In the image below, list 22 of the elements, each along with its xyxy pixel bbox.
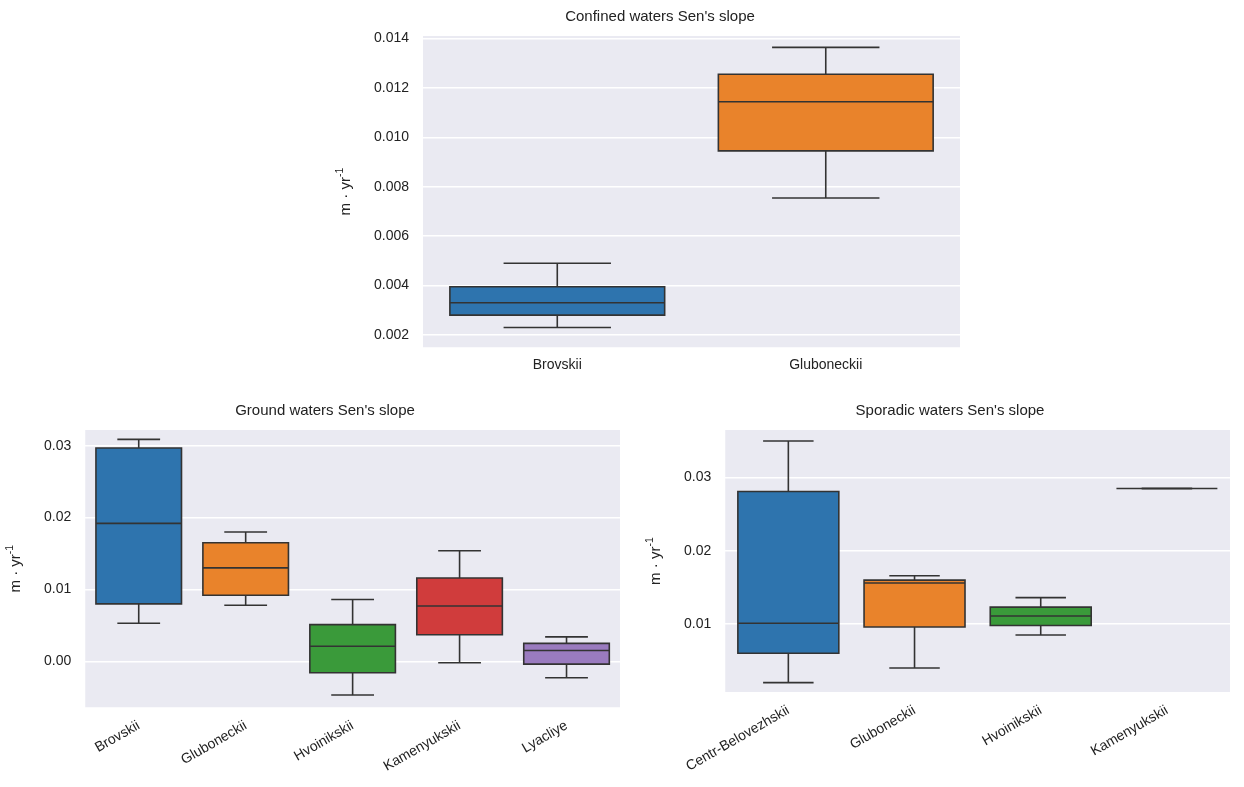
y-tick-label: 0.03	[44, 436, 72, 453]
y-tick-label: 0.002	[373, 325, 410, 342]
y-axis-title: m · yr-1	[332, 167, 354, 216]
y-tick-label: 0.010	[373, 128, 410, 145]
y-tick-label: 0.03	[684, 468, 712, 485]
y-axis-title: m · yr-1	[2, 544, 24, 593]
chart-title: Sporadic waters Sen's slope	[855, 401, 1045, 419]
chart-title: Confined waters Sen's slope	[565, 7, 755, 25]
y-tick-label: 0.014	[373, 29, 410, 46]
y-tick-label: 0.012	[373, 78, 410, 95]
y-tick-label: 0.01	[44, 580, 72, 597]
x-tick-label: Gluboneckii	[789, 356, 863, 373]
y-axis-title: m · yr-1	[642, 537, 664, 585]
y-tick-label: 0.004	[373, 276, 410, 293]
y-tick-label: 0.008	[373, 177, 410, 194]
y-tick-label: 0.02	[44, 508, 72, 525]
y-tick-label: 0.01	[684, 614, 712, 631]
y-tick-label: 0.006	[373, 226, 410, 243]
y-tick-label: 0.00	[44, 652, 72, 669]
chart-title: Ground waters Sen's slope	[235, 401, 415, 419]
y-tick-label: 0.02	[684, 541, 712, 558]
x-tick-label: Brovskii	[532, 356, 582, 373]
